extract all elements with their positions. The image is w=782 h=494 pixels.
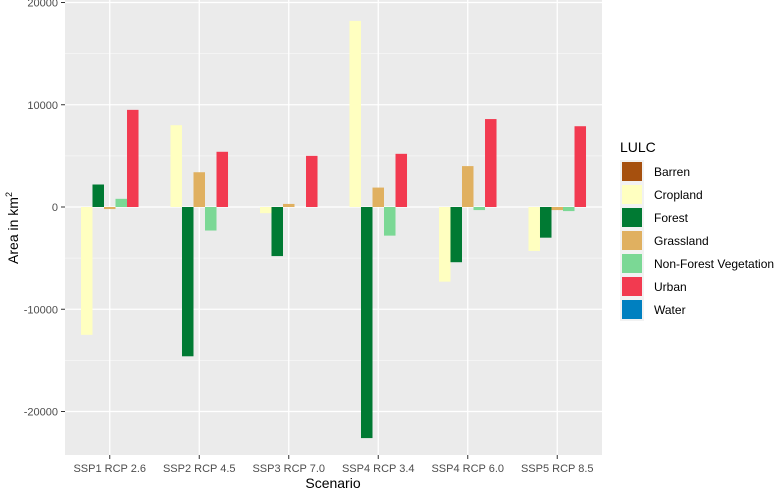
bar-urban <box>127 109 139 207</box>
y-tick-label: 10000 <box>27 100 58 112</box>
bar-forest <box>271 207 283 257</box>
grid-minor <box>65 53 602 361</box>
y-axis-title-text: Area in km <box>5 197 21 264</box>
plot-panel <box>65 0 602 455</box>
grid-major <box>65 0 602 455</box>
x-tick-label: SSP4 RCP 3.4 <box>342 463 415 475</box>
bar-grassland <box>193 172 206 207</box>
x-tick-label: SSP4 RCP 6.0 <box>431 463 504 475</box>
bar-cropland <box>528 207 540 251</box>
bar-urban <box>216 151 229 207</box>
legend-label: Non-Forest Vegetation <box>654 257 774 271</box>
legend-swatch <box>622 208 642 227</box>
bar-forest <box>539 207 552 238</box>
y-tick-label: -10000 <box>24 304 58 316</box>
bar-non-forest-vegetation <box>473 207 486 211</box>
bar-urban <box>485 119 497 207</box>
bar-urban <box>395 153 408 207</box>
bar-non-forest-vegetation <box>205 207 217 231</box>
x-tick-label: SSP2 RCP 4.5 <box>163 463 236 475</box>
bar-urban <box>574 126 587 207</box>
x-axis-title: Scenario <box>305 475 360 491</box>
legend-swatch <box>622 277 642 296</box>
bar-non-forest-vegetation <box>115 198 128 207</box>
legend-label: Barren <box>654 165 690 179</box>
bar-cropland <box>259 207 272 214</box>
legend-swatch <box>622 300 642 319</box>
bar-non-forest-vegetation <box>384 207 396 236</box>
bar-forest <box>181 207 194 357</box>
bar-grassland <box>551 207 564 211</box>
legend-label: Urban <box>654 280 687 294</box>
x-tick-label: SSP5 RCP 8.5 <box>521 463 594 475</box>
y-tick-label: 20000 <box>27 0 58 10</box>
bar-non-forest-vegetation <box>563 207 575 212</box>
x-axis: SSP1 RCP 2.6 SSP2 RCP 4.5 SSP3 RCP 7.0 SSP4… <box>73 455 594 475</box>
legend-label: Grassland <box>654 234 709 248</box>
legend-title: LULC <box>620 139 656 155</box>
y-tick-label: -20000 <box>24 407 58 419</box>
bar-cropland <box>349 20 361 208</box>
legend-label: Forest <box>654 211 689 225</box>
legend-swatch <box>622 162 642 181</box>
x-tick-label: SSP1 RCP 2.6 <box>73 463 146 475</box>
legend-label: Water <box>654 303 686 317</box>
bar-forest <box>450 207 462 263</box>
bar-grassland <box>372 187 385 207</box>
legend-swatch <box>622 185 642 204</box>
y-tick-label: 0 <box>52 202 58 214</box>
bar-cropland <box>438 207 451 282</box>
bar-forest <box>92 184 104 207</box>
y-axis-title: Area in km2 <box>4 192 21 264</box>
bar-cropland <box>80 207 93 335</box>
legend-label: Cropland <box>654 188 703 202</box>
legend-swatch <box>622 231 642 250</box>
bar-cropland <box>170 125 182 207</box>
bar-grassland <box>103 207 116 210</box>
bar-grassland <box>282 203 295 207</box>
x-tick-label: SSP3 RCP 7.0 <box>252 463 325 475</box>
bar-forest <box>360 207 373 439</box>
legend: LULC Barren Cropland Forest Grassland Non-Fo… <box>620 139 774 321</box>
bar-urban <box>306 155 318 207</box>
y-axis-title-superscript: 2 <box>4 192 14 197</box>
bar-grassland <box>461 166 474 207</box>
y-axis: -20000 -10000 0 10000 20000 <box>24 0 65 419</box>
bars <box>80 20 587 439</box>
legend-swatch <box>622 254 642 273</box>
